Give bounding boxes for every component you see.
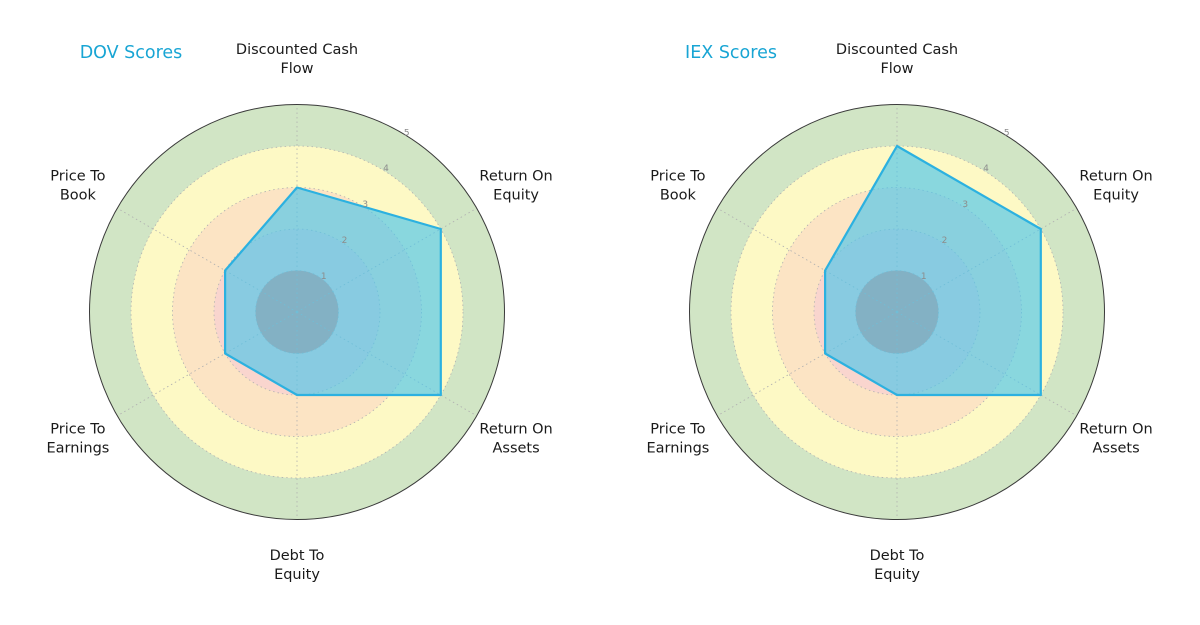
grid-circle-4 <box>730 145 1064 479</box>
radar-outline <box>89 104 505 520</box>
axis-label: Price To Book <box>650 169 705 204</box>
axis-spoke <box>117 207 298 313</box>
axis-label: Debt To Equity <box>870 548 925 583</box>
chart-iex: IEX Scores 1 2 3 4 5 Discounted Cash Flow Retur… <box>600 0 1200 625</box>
tick-label: 4 <box>983 164 989 174</box>
radar-chart-svg: 1 2 3 4 5 Discounted Cash Flow Return On Equity R… <box>46 42 552 583</box>
radar-chart-svg: 1 2 3 4 5 Discounted Cash Flow Return On Equity R… <box>646 42 1152 583</box>
tick-label: 1 <box>921 272 927 282</box>
radar-polygon <box>224 186 442 397</box>
chart-title: DOV Scores <box>79 43 183 63</box>
axis-label: Return On Assets <box>479 422 552 457</box>
tick-label: 5 <box>404 128 410 138</box>
axis-label: Debt To Equity <box>270 548 325 583</box>
grid-circle-4 <box>130 145 464 479</box>
axis-label: Return On Equity <box>479 169 552 204</box>
axis-label: Discounted Cash Flow <box>236 42 358 77</box>
axis-label: Discounted Cash Flow <box>836 42 958 77</box>
axis-spoke <box>117 311 298 417</box>
tick-label: 2 <box>342 236 348 246</box>
axis-label: Price To Earnings <box>46 422 109 457</box>
axis-label: Return On Assets <box>1079 422 1152 457</box>
tick-label: 3 <box>962 200 968 210</box>
axis-label: Return On Equity <box>1079 169 1152 204</box>
axis-label: Price To Earnings <box>646 422 709 457</box>
axis-label: Price To Book <box>50 169 105 204</box>
chart-title: IEX Scores <box>685 43 777 63</box>
axis-spoke <box>717 207 898 313</box>
chart-dov: DOV Scores 1 2 3 4 5 Discounted Cash Flow Retur… <box>46 42 552 583</box>
radar-polygon <box>824 144 1042 397</box>
radar-outline <box>689 104 1105 520</box>
tick-label: 1 <box>321 272 327 282</box>
tick-label: 4 <box>383 164 389 174</box>
axis-spoke <box>717 311 898 417</box>
tick-label: 3 <box>362 200 368 210</box>
tick-label: 2 <box>942 236 948 246</box>
tick-label: 5 <box>1004 128 1010 138</box>
